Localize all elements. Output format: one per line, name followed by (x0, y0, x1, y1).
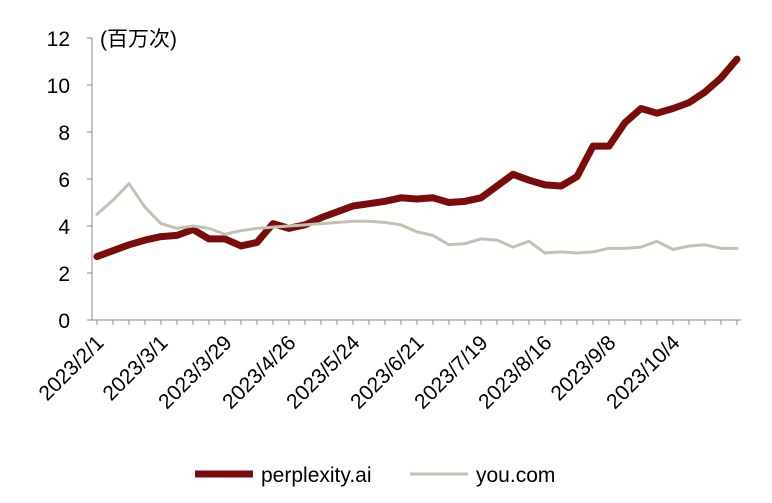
y-tick-label: 4 (58, 216, 70, 239)
y-tick-label: 12 (47, 28, 70, 51)
y-tick-label: 8 (58, 122, 70, 145)
y-axis-unit: (百万次) (100, 28, 177, 51)
y-tick-label: 2 (58, 263, 70, 286)
legend-label: perplexity.ai (261, 464, 372, 487)
legend-label: you.com (476, 464, 555, 487)
x-tick-label: 2023/2/1 (34, 331, 108, 405)
y-tick-label: 6 (58, 169, 70, 192)
y-tick-label: 10 (47, 75, 70, 98)
series-line (95, 182, 739, 255)
y-tick-label: 0 (58, 310, 70, 333)
series-line (93, 55, 741, 261)
